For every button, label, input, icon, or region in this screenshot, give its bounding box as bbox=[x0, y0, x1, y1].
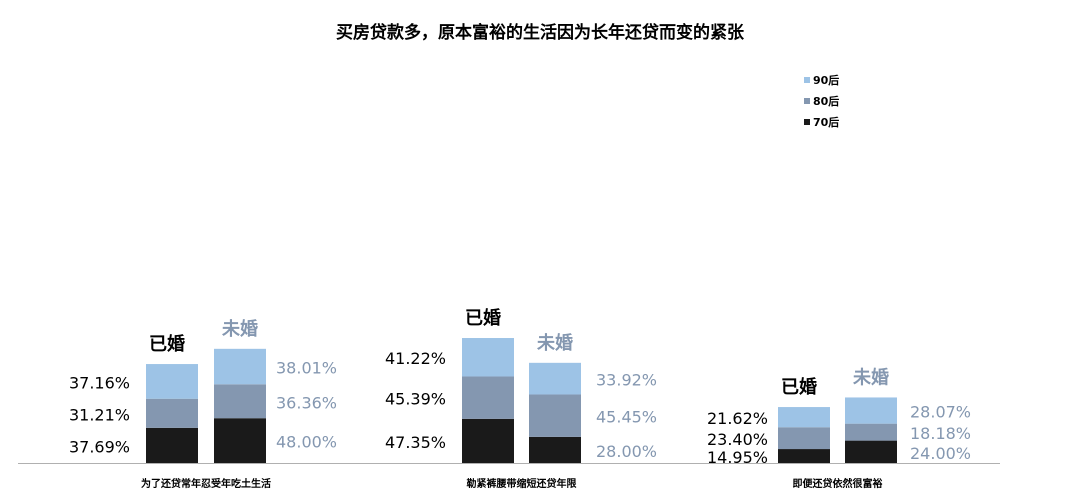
data-label-married-80后-0: 31.21% bbox=[69, 405, 130, 424]
data-label-single-80后-0: 36.36% bbox=[276, 393, 337, 412]
bar-single-90后-2 bbox=[845, 397, 897, 424]
data-label-single-90后-1: 33.92% bbox=[596, 371, 657, 390]
bar-single-80后-2 bbox=[845, 423, 897, 441]
chart-title: 买房贷款多，原本富裕的生活因为长年还贷而变的紧张 bbox=[336, 23, 744, 43]
data-label-married-90后-0: 37.16% bbox=[69, 373, 130, 392]
bar-single-90后-1 bbox=[529, 362, 581, 395]
data-label-married-90后-1: 41.22% bbox=[385, 349, 446, 368]
bar-married-70后-2 bbox=[778, 449, 830, 463]
legend-label-70后: 70后 bbox=[813, 115, 839, 129]
bar-single-70后-2 bbox=[845, 440, 897, 463]
data-label-married-80后-1: 45.39% bbox=[385, 390, 446, 409]
bar-single-70后-1 bbox=[529, 436, 581, 463]
legend-swatch-70后 bbox=[804, 119, 810, 125]
bar-married-90后-0 bbox=[146, 364, 198, 399]
data-label-single-70后-0: 48.00% bbox=[276, 433, 337, 452]
data-label-single-80后-1: 45.45% bbox=[596, 408, 657, 427]
bar-single-80后-1 bbox=[529, 394, 581, 437]
group-label-married-0: 已婚 bbox=[149, 333, 185, 355]
data-label-single-70后-2: 24.00% bbox=[910, 444, 971, 463]
bar-married-90后-1 bbox=[462, 338, 514, 377]
bar-married-80后-2 bbox=[778, 427, 830, 450]
data-label-single-70后-1: 28.00% bbox=[596, 442, 657, 461]
legend-swatch-80后 bbox=[804, 98, 810, 104]
legend-label-90后: 90后 bbox=[813, 73, 839, 87]
data-label-married-90后-2: 21.62% bbox=[707, 409, 768, 428]
legend-label-80后: 80后 bbox=[813, 94, 839, 108]
group-label-married-2: 已婚 bbox=[781, 376, 817, 398]
data-label-married-80后-2: 23.40% bbox=[707, 430, 768, 449]
bar-married-90后-2 bbox=[778, 407, 830, 428]
data-label-single-90后-0: 38.01% bbox=[276, 359, 337, 378]
data-label-married-70后-2: 14.95% bbox=[707, 448, 768, 467]
data-label-single-90后-2: 28.07% bbox=[910, 403, 971, 422]
bar-single-80后-0 bbox=[214, 384, 266, 419]
group-label-married-1: 已婚 bbox=[465, 307, 501, 329]
data-label-married-70后-1: 47.35% bbox=[385, 433, 446, 452]
group-label-single-2: 未婚 bbox=[853, 366, 889, 388]
data-label-single-80后-2: 18.18% bbox=[910, 424, 971, 443]
bar-married-70后-1 bbox=[462, 418, 514, 463]
data-label-married-70后-0: 37.69% bbox=[69, 437, 130, 456]
x-tick-label-0: 为了还贷常年忍受年吃土生活 bbox=[141, 477, 271, 490]
legend-swatch-90后 bbox=[804, 77, 810, 83]
group-label-single-1: 未婚 bbox=[537, 332, 573, 354]
x-tick-label-1: 勒紧裤腰带缩短还贷年限 bbox=[467, 477, 578, 490]
bar-married-70后-0 bbox=[146, 427, 198, 463]
group-label-single-0: 未婚 bbox=[222, 318, 258, 340]
bar-married-80后-1 bbox=[462, 376, 514, 419]
bar-single-90后-0 bbox=[214, 348, 266, 385]
x-tick-label-2: 即便还贷依然很富裕 bbox=[793, 477, 883, 490]
bar-single-70后-0 bbox=[214, 418, 266, 463]
bar-married-80后-0 bbox=[146, 398, 198, 428]
